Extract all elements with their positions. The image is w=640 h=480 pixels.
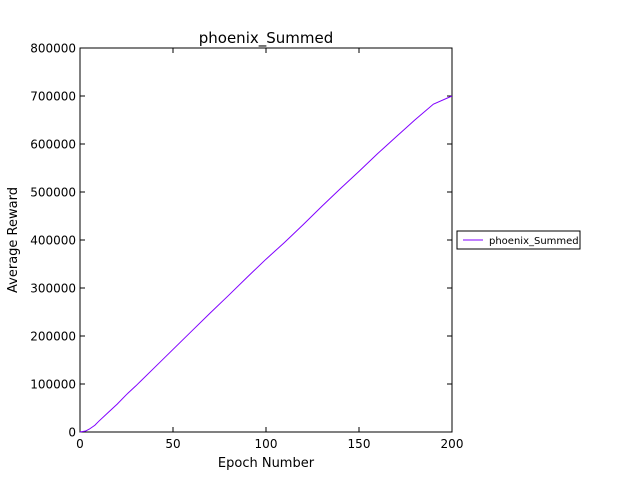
y-tick-label: 300000 [30,282,76,296]
x-tick-label: 50 [165,437,180,451]
y-axis-label: Average Reward [6,187,21,293]
y-tick-label: 200000 [30,330,76,344]
x-tick-label: 150 [348,437,371,451]
chart-title: phoenix_Summed [199,29,334,48]
legend-box [456,230,581,250]
y-tick-label: 400000 [30,234,76,248]
y-tick-label: 500000 [30,186,76,200]
y-tick-label: 800000 [30,42,76,56]
series-layer [79,95,453,433]
x-axis-label: Epoch Number [218,456,315,471]
y-tick-label: 700000 [30,90,76,104]
plot-frame [79,47,453,433]
series-line [79,95,453,433]
x-tick-label: 0 [76,437,84,451]
y-tick-label: 100000 [30,378,76,392]
legend: phoenix_Summed [456,230,581,250]
plot-area [79,47,453,433]
legend-label: phoenix_Summed [489,236,579,247]
y-axis-ticks: 0 100000 200000 300000 400000 500000 600000 700… [30,42,452,440]
x-axis-ticks: 0 50 100 150 200 [76,48,463,451]
x-tick-label: 200 [441,437,464,451]
x-tick-label: 100 [255,437,278,451]
y-tick-label: 600000 [30,138,76,152]
y-tick-label: 0 [68,426,76,440]
